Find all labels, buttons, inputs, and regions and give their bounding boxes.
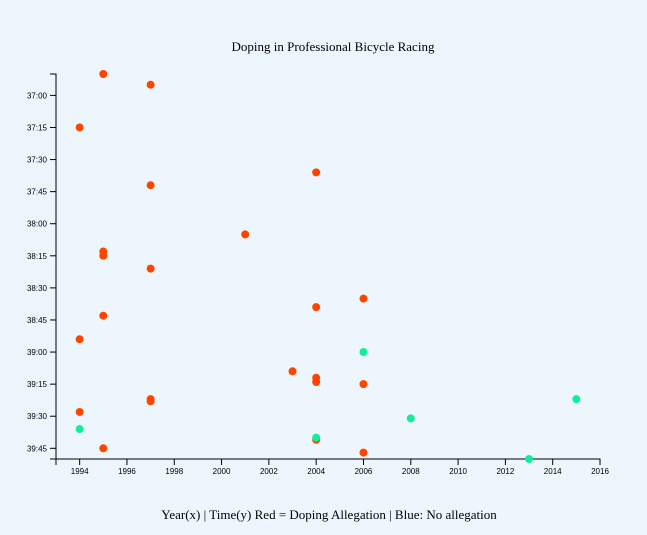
clean-point[interactable] xyxy=(525,455,534,463)
x-tick-label: 2012 xyxy=(496,467,514,476)
y-tick-label: 39:45 xyxy=(27,444,48,453)
x-axis-line xyxy=(55,458,601,465)
y-axis: 37:00 37:15 37:30 37:45 38:00 38:15 38:30 38:45… xyxy=(27,73,57,460)
x-tick-label: 2016 xyxy=(591,467,609,476)
chart-title: Doping in Professional Bicycle Racing xyxy=(232,39,435,54)
y-tick-label: 38:30 xyxy=(27,284,48,293)
doping-point[interactable] xyxy=(312,168,321,177)
x-tick-label: 2014 xyxy=(544,467,562,476)
doping-point[interactable] xyxy=(146,264,155,273)
y-tick-label: 37:00 xyxy=(27,91,48,100)
x-axis: 1994 1996 1998 2000 2002 2004 2006 2008 2010 2012… xyxy=(55,458,609,476)
doping-point[interactable] xyxy=(99,444,108,453)
doping-point[interactable] xyxy=(146,80,155,89)
y-tick-label: 37:45 xyxy=(27,188,48,197)
x-tick-label: 2008 xyxy=(402,467,420,476)
y-tick-label: 38:00 xyxy=(27,220,48,229)
clean-point[interactable] xyxy=(75,425,84,434)
clean-point[interactable] xyxy=(572,395,581,404)
doping-point[interactable] xyxy=(312,378,321,386)
y-tick-label: 37:30 xyxy=(27,156,48,165)
chart-caption: Year(x) | Time(y) Red = Doping Allegatio… xyxy=(161,507,497,522)
y-tick-label: 38:15 xyxy=(27,252,48,261)
y-tick-label: 39:15 xyxy=(27,380,48,389)
doping-point[interactable] xyxy=(99,311,108,320)
clean-point[interactable] xyxy=(406,414,415,423)
x-tick-label: 2006 xyxy=(355,467,373,476)
x-tick-label: 2004 xyxy=(307,467,325,476)
x-tick-label: 1998 xyxy=(165,467,183,476)
doping-point[interactable] xyxy=(359,448,368,457)
x-tick-label: 1994 xyxy=(71,467,89,476)
doping-point[interactable] xyxy=(312,303,321,312)
clean-point[interactable] xyxy=(312,433,321,442)
y-tick-label: 38:45 xyxy=(27,316,48,325)
doping-point[interactable] xyxy=(241,230,250,239)
data-points xyxy=(75,70,581,463)
doping-point[interactable] xyxy=(99,251,108,260)
x-tick-label: 2010 xyxy=(449,467,467,476)
y-tick-label: 39:00 xyxy=(27,348,48,357)
doping-point[interactable] xyxy=(359,294,368,303)
x-tick-label: 2002 xyxy=(260,467,278,476)
doping-point[interactable] xyxy=(75,123,84,132)
x-tick-label: 1996 xyxy=(118,467,136,476)
doping-point[interactable] xyxy=(146,181,155,190)
y-tick-label: 39:30 xyxy=(27,412,48,421)
clean-point[interactable] xyxy=(359,348,368,357)
doping-point[interactable] xyxy=(75,407,84,416)
doping-point[interactable] xyxy=(359,380,368,389)
doping-point[interactable] xyxy=(99,70,108,78)
doping-point[interactable] xyxy=(75,335,84,344)
y-axis-line xyxy=(50,73,57,460)
y-tick-label: 37:15 xyxy=(27,123,48,132)
doping-point[interactable] xyxy=(146,397,155,406)
doping-point[interactable] xyxy=(288,367,297,376)
x-tick-label: 2000 xyxy=(213,467,231,476)
